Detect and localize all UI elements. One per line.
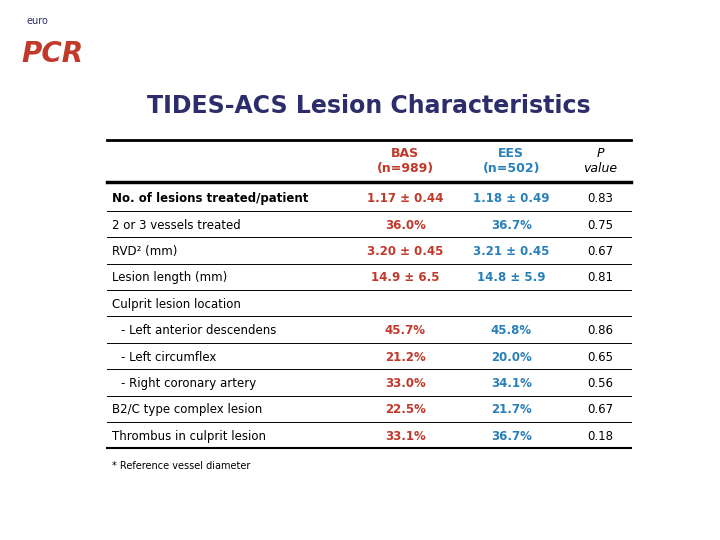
Text: - Right coronary artery: - Right coronary artery (121, 377, 256, 390)
Text: - Left circumflex: - Left circumflex (121, 350, 216, 363)
Text: 0.65: 0.65 (588, 350, 613, 363)
Text: No. of lesions treated/patient: No. of lesions treated/patient (112, 192, 309, 205)
Text: 0.56: 0.56 (588, 377, 613, 390)
Text: 36.7%: 36.7% (491, 430, 532, 443)
Text: 0.67: 0.67 (588, 403, 613, 416)
Text: Culprit lesion location: Culprit lesion location (112, 298, 241, 311)
Text: euro: euro (26, 16, 48, 26)
Text: 21.7%: 21.7% (491, 403, 531, 416)
Text: 45.8%: 45.8% (491, 324, 532, 337)
Text: 34.1%: 34.1% (491, 377, 532, 390)
Text: 1.18 ± 0.49: 1.18 ± 0.49 (473, 192, 549, 205)
Text: 3.20 ± 0.45: 3.20 ± 0.45 (367, 245, 444, 258)
Text: 3.21 ± 0.45: 3.21 ± 0.45 (473, 245, 549, 258)
Text: 45.7%: 45.7% (384, 324, 426, 337)
Text: 0.81: 0.81 (588, 272, 613, 285)
Text: * Reference vessel diameter: * Reference vessel diameter (112, 461, 251, 471)
Text: TIDES-ACS Lesion Characteristics: TIDES-ACS Lesion Characteristics (147, 94, 591, 118)
Text: PCR: PCR (22, 40, 84, 68)
Text: Lesion length (mm): Lesion length (mm) (112, 272, 228, 285)
Text: Thrombus in culprit lesion: Thrombus in culprit lesion (112, 430, 266, 443)
Text: 1.17 ± 0.44: 1.17 ± 0.44 (367, 192, 444, 205)
Text: RVD² (mm): RVD² (mm) (112, 245, 178, 258)
Text: 0.86: 0.86 (588, 324, 613, 337)
Text: BAS
(n=989): BAS (n=989) (377, 147, 434, 176)
Text: EES
(n=502): EES (n=502) (482, 147, 540, 176)
Text: P
value: P value (583, 147, 618, 176)
Text: 36.7%: 36.7% (491, 219, 532, 232)
Text: 14.9 ± 6.5: 14.9 ± 6.5 (371, 272, 439, 285)
Text: 0.67: 0.67 (588, 245, 613, 258)
Text: 20.0%: 20.0% (491, 350, 531, 363)
Text: - Left anterior descendens: - Left anterior descendens (121, 324, 276, 337)
Text: 22.5%: 22.5% (384, 403, 426, 416)
Text: 14.8 ± 5.9: 14.8 ± 5.9 (477, 272, 546, 285)
Text: 33.0%: 33.0% (385, 377, 426, 390)
Text: 33.1%: 33.1% (385, 430, 426, 443)
Text: 21.2%: 21.2% (385, 350, 426, 363)
Text: 0.75: 0.75 (588, 219, 613, 232)
Text: 36.0%: 36.0% (384, 219, 426, 232)
Text: 0.18: 0.18 (588, 430, 613, 443)
Text: 2 or 3 vessels treated: 2 or 3 vessels treated (112, 219, 241, 232)
Text: 0.83: 0.83 (588, 192, 613, 205)
Text: B2/C type complex lesion: B2/C type complex lesion (112, 403, 263, 416)
